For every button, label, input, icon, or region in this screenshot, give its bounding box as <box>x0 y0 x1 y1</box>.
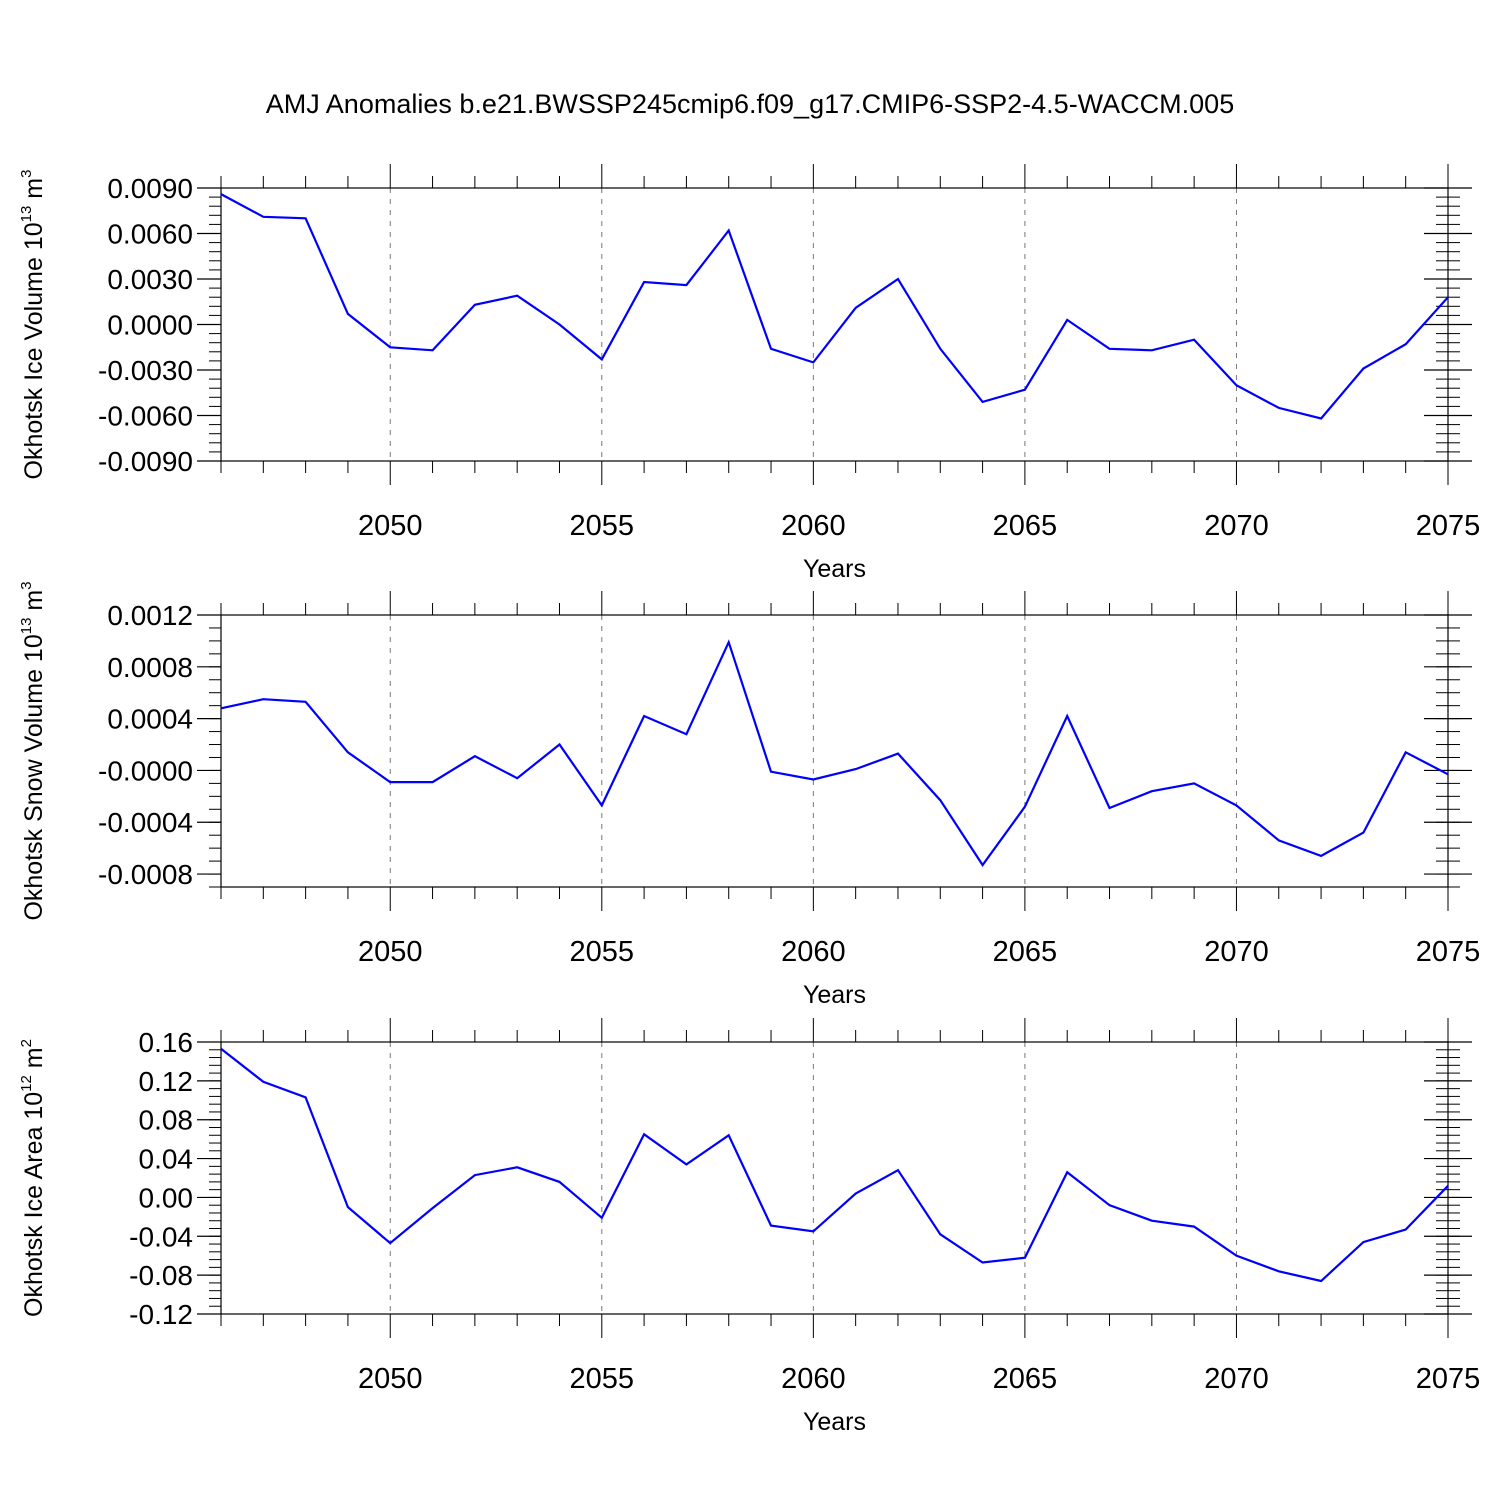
x-tick-label: 2060 <box>781 510 846 542</box>
y-tick-label: 0.0030 <box>107 264 193 295</box>
y-tick-label: 0.00 <box>139 1182 194 1213</box>
panel-snow-volume: 2050 2055 2060 2065 2070 2075 Years -0.0008 -0.0… <box>18 581 1480 1009</box>
y-tick-label: -0.08 <box>129 1260 193 1291</box>
x-tick-label: 2075 <box>1416 1363 1481 1395</box>
x-axis-label: Years <box>803 1408 866 1436</box>
y-axis-label: Okhotsk Ice Area 1012 m2 <box>18 1039 48 1317</box>
y-tick-label: 0.0000 <box>107 310 193 341</box>
y-tick-label: 0.16 <box>139 1027 194 1058</box>
y-tick-label: 0.0012 <box>107 600 193 631</box>
chart-title: AMJ Anomalies b.e21.BWSSP245cmip6.f09_g1… <box>266 89 1234 119</box>
series-line-ice-volume <box>220 193 1449 420</box>
plot-frame <box>220 614 1449 888</box>
plot-frame <box>220 187 1449 462</box>
y-tick-label: 0.0090 <box>107 173 193 204</box>
y-axis-label: Okhotsk Snow Volume 1013 m3 <box>18 581 48 920</box>
x-tick-label: 2060 <box>781 936 846 968</box>
x-tick-label: 2075 <box>1416 936 1481 968</box>
x-tick-label: 2050 <box>358 1363 423 1395</box>
series-line-ice-area <box>220 1047 1449 1283</box>
y-tick-label: -0.0004 <box>98 807 193 838</box>
y-axis-label: Okhotsk Ice Volume 1013 m3 <box>18 170 48 480</box>
panel-ice-volume: 2050 2055 2060 2065 2070 2075 Years -0.0090 -0.0… <box>18 164 1480 583</box>
y-tick-label: -0.0008 <box>98 859 193 890</box>
y-tick-label: -0.12 <box>129 1299 193 1330</box>
panel-ice-area: 2050 2055 2060 2065 2070 2075 Years -0.12 -0.08 -… <box>18 1018 1480 1436</box>
series-line-snow-volume <box>220 639 1449 867</box>
y-tick-label: 0.0008 <box>107 652 193 683</box>
x-tick-label: 2055 <box>570 1363 635 1395</box>
x-tick-label: 2050 <box>358 936 423 968</box>
y-tick-label: 0.12 <box>139 1066 194 1097</box>
y-tick-label: -0.0030 <box>98 355 193 386</box>
x-tick-label: 2070 <box>1204 510 1269 542</box>
y-tick-label: 0.04 <box>139 1144 194 1175</box>
y-tick-label: 0.08 <box>139 1105 194 1136</box>
x-tick-label: 2070 <box>1204 1363 1269 1395</box>
x-tick-label: 2065 <box>993 1363 1058 1395</box>
x-tick-label: 2075 <box>1416 510 1481 542</box>
y-tick-label: 0.0004 <box>107 704 193 735</box>
y-tick-label: -0.0090 <box>98 446 193 477</box>
x-axis-label: Years <box>803 981 866 1009</box>
x-tick-label: 2050 <box>358 510 423 542</box>
y-tick-label: 0.0060 <box>107 219 193 250</box>
x-tick-label: 2065 <box>993 936 1058 968</box>
x-tick-label: 2055 <box>570 510 635 542</box>
x-tick-label: 2070 <box>1204 936 1269 968</box>
plot-frame <box>220 1041 1449 1315</box>
y-tick-label: -0.04 <box>129 1221 193 1252</box>
x-tick-label: 2065 <box>993 510 1058 542</box>
x-tick-label: 2055 <box>570 936 635 968</box>
x-tick-label: 2060 <box>781 1363 846 1395</box>
y-tick-label: -0.0000 <box>98 755 193 786</box>
y-tick-label: -0.0060 <box>98 401 193 432</box>
x-axis-label: Years <box>803 555 866 583</box>
